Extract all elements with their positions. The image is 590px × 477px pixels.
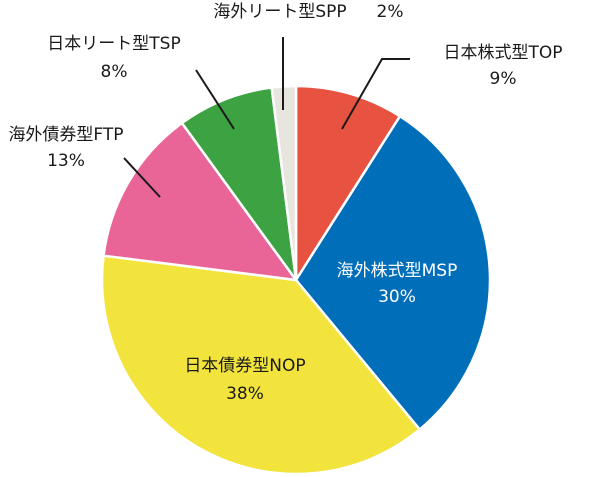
leader-line-4 — [123, 157, 161, 198]
slice-percent-label: 38% — [226, 384, 264, 404]
leader-line-5 — [195, 69, 235, 130]
leader-line-1 — [341, 58, 410, 130]
slice-name-label: 日本債券型NOP — [184, 356, 305, 376]
slice-percent-label: 13% — [47, 151, 85, 171]
slice-name-label: 海外株式型MSP — [337, 261, 458, 281]
pie-slices — [100, 84, 492, 476]
slice-name-label: 日本株式型TOP — [443, 43, 562, 63]
slice-percent-label: 9% — [490, 69, 517, 89]
slice-labels: 日本株式型TOP 9% 海外株式型MSP 30% 日本債券型NOP 38% 海外債券型FTP… — [8, 2, 562, 404]
slice-name-label: 海外債券型FTP — [8, 125, 123, 145]
pie-slice-5 — [180, 86, 298, 281]
leader-lines — [123, 37, 410, 198]
slice-percent-label: 2% — [377, 2, 404, 22]
slice-percent-label: 8% — [101, 62, 128, 82]
pie-slice-1 — [294, 84, 402, 285]
pie-slice-3 — [100, 254, 422, 476]
slice-name-label: 海外リート型SPP — [213, 2, 346, 22]
pie-slice-2 — [294, 114, 492, 432]
slice-percent-label: 30% — [378, 287, 416, 307]
slice-name-label: 日本リート型TSP — [47, 34, 180, 54]
pie-slice-4 — [102, 121, 299, 282]
